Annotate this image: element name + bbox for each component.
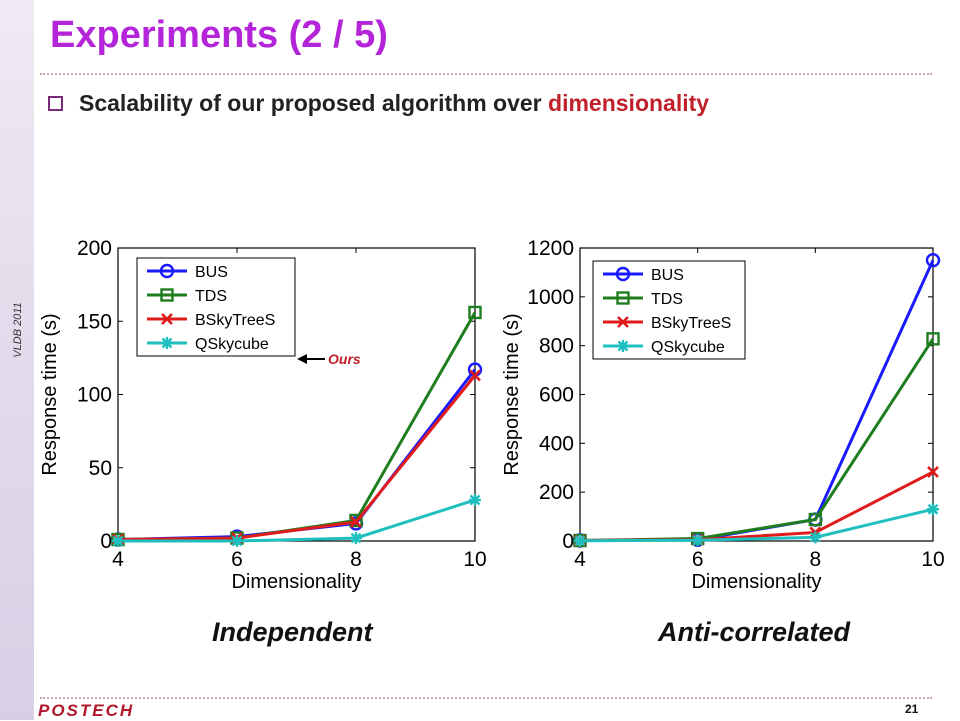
chart2-x-axis-label: Dimensionality [691,571,821,593]
page-number: 21 [905,702,919,716]
chart2-legend-label-bskytrees: BSkyTreeS [651,315,731,332]
chart2-ytick-label: 1000 [527,286,574,309]
chart1-point-qskycube [350,532,362,545]
chart2: 0 200 400 600 800 1000 1200 4 6 8 10 Dimensionality… [501,237,945,593]
bullet-point: Scalability of our proposed algorithm ov… [48,90,709,117]
chart1-xtick-label: 6 [231,548,243,571]
chart1: 0 50 100 150 200 4 6 8 10 Dimensionality Response … [39,237,487,593]
chart2-point-qskycube [574,534,586,547]
chart2-point-tds [926,332,940,346]
caption-anti-correlated: Anti-correlated [658,617,851,647]
chart2-line-qskycube [579,507,934,543]
chart1-legend-label-tds: TDS [195,288,227,305]
chart2-ytick-label: 600 [539,384,574,407]
chart2-ytick-label: 0 [562,530,574,553]
chart1-annotation-arrowhead [297,354,307,364]
chart2-ytick-label: 400 [539,432,574,455]
chart2-legend-marker-tds [616,291,630,305]
chart1-point-qskycube [469,493,481,506]
chart1-annotation-label: Ours [328,351,361,367]
caption-independent: Independent [212,617,373,647]
chart2-point-bskytrees [927,465,939,478]
chart2-xtick-label: 10 [921,548,944,571]
side-band: VLDB 2011 [0,0,34,720]
chart1-ytick-label: 0 [100,530,112,553]
chart2-ytick-label: 800 [539,335,574,358]
chart1-point-qskycube [112,535,124,547]
chart2-xtick-label: 8 [809,548,821,571]
chart1-point-tds [349,513,363,528]
chart2-legend-label-tds: TDS [651,291,683,308]
chart2-point-tds [808,512,823,527]
chart1-xtick-label: 4 [112,548,124,571]
chart1-point-bskytrees [469,369,481,382]
footer-divider [40,697,932,699]
chart1-line-qskycube [118,498,476,543]
bullet-square-icon [48,96,63,111]
chart1-legend-marker-tds [160,288,174,302]
chart1-ytick-label: 50 [89,457,112,480]
chart2-legend-marker-bus [615,266,631,282]
chart1-point-tds [468,305,482,320]
chart1-ytick-label: 100 [77,384,112,407]
chart1-y-axis-label: Response time (s) [39,313,61,475]
chart2-xtick-label: 6 [692,548,704,571]
chart1-legend-label-bus: BUS [195,264,228,281]
bullet-text-main: Scalability of our proposed algorithm ov… [79,90,549,116]
bullet-highlight: dimensionality [548,90,710,116]
chart2-ytick-label: 200 [539,481,574,504]
chart1-legend-marker-qskycube [161,337,173,349]
chart1-ytick-label: 150 [77,310,112,333]
chart1-line-bskytrees [117,374,477,542]
chart2-point-qskycube [809,531,822,544]
chart2-legend-marker-qskycube [617,340,629,352]
title-divider [40,73,932,75]
chart1-legend-label-bskytrees: BSkyTreeS [195,312,275,329]
chart2-xtick-label: 4 [574,548,586,571]
chart2-legend-marker-bskytrees [617,316,629,328]
chart1-x-axis-label: Dimensionality [231,571,361,593]
chart2-y-axis-label: Response time (s) [501,313,523,475]
chart1-xtick-label: 8 [350,548,362,571]
chart2-point-bus [925,253,941,268]
chart1-xtick-label: 10 [463,548,486,571]
chart1-point-bskytrees [350,516,362,528]
chart2-point-qskycube [927,503,939,516]
chart1-legend-marker-bus [159,263,175,279]
chart2-point-qskycube [691,534,704,547]
chart2-legend-label-qskycube: QSkycube [651,339,725,356]
chart1-point-qskycube [231,535,243,547]
chart2-legend-label-bus: BUS [651,267,684,284]
chart1-legend-marker-bskytrees [161,313,173,325]
bullet-text: Scalability of our proposed algorithm ov… [79,90,709,117]
postech-logo: POSTECH [38,701,135,720]
chart1-ytick-label: 200 [77,237,112,260]
chart2-ytick-label: 1200 [527,237,574,260]
slide-title: Experiments (2 / 5) [50,14,388,56]
chart1-legend-label-qskycube: QSkycube [195,336,269,353]
